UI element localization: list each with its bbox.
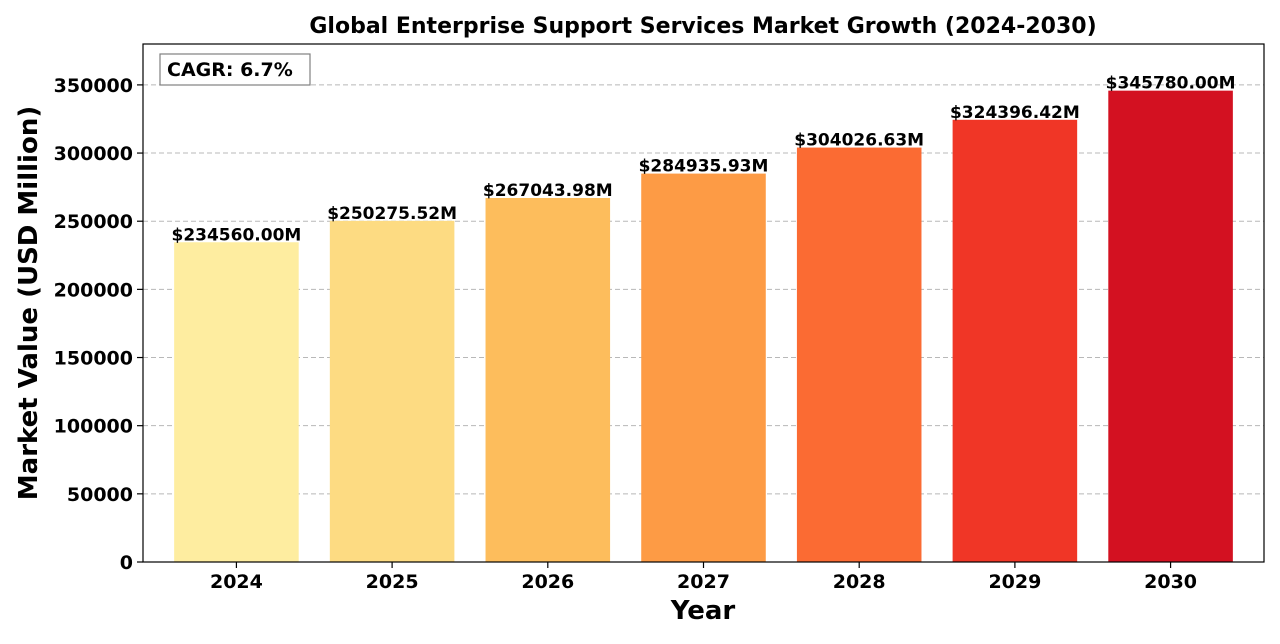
x-tick-label: 2026 [521, 571, 574, 593]
bar-value-label: $284935.93M [639, 157, 769, 177]
x-tick-label: 2025 [366, 571, 419, 593]
y-tick-label: 250000 [54, 211, 133, 233]
x-tick-label: 2029 [988, 571, 1041, 593]
x-tick-label: 2027 [677, 571, 730, 593]
y-tick-label: 100000 [54, 416, 133, 438]
x-axis-label: Year [670, 596, 736, 626]
bar-2028 [796, 147, 922, 562]
bar-value-label: $345780.00M [1106, 74, 1236, 94]
y-tick-label: 50000 [67, 484, 133, 506]
bar-value-label: $324396.42M [950, 103, 1080, 123]
bar-value-label: $304026.63M [794, 131, 924, 151]
bar-value-label: $267043.98M [483, 181, 613, 201]
bar-2029 [952, 119, 1078, 563]
bar-value-label: $250275.52M [327, 204, 457, 224]
bar-value-labels: $234560.00M $250275.52M $267043.98M $284935… [171, 74, 1235, 246]
bar-2024 [174, 242, 299, 562]
y-tick-label: 200000 [54, 279, 133, 301]
bar-value-label: $234560.00M [171, 225, 301, 245]
bars [174, 90, 1233, 563]
y-tick-label: 350000 [54, 75, 133, 97]
x-tick-label: 2030 [1144, 571, 1197, 593]
chart-title: Global Enterprise Support Services Marke… [309, 14, 1096, 39]
x-axis-ticks: 2024 2025 2026 2027 2028 2029 2030 [210, 562, 1197, 593]
y-axis-ticks: 0 50000 100000 150000 200000 250000 300000 3500… [54, 75, 143, 574]
x-tick-label: 2024 [210, 571, 263, 593]
x-tick-label: 2028 [833, 571, 886, 593]
y-axis-label: Market Value (USD Million) [14, 106, 44, 500]
y-tick-label: 150000 [54, 348, 133, 370]
bar-2026 [485, 197, 611, 563]
cagr-annotation-box [159, 53, 311, 86]
y-tick-label: 0 [120, 552, 133, 574]
cagr-annotation: CAGR: 6.7% [159, 53, 311, 86]
bar-2025 [329, 220, 455, 562]
bar-2030 [1108, 90, 1233, 562]
bar-2027 [641, 173, 766, 562]
cagr-annotation-text: CAGR: 6.7% [167, 59, 293, 81]
y-tick-label: 300000 [54, 143, 133, 165]
